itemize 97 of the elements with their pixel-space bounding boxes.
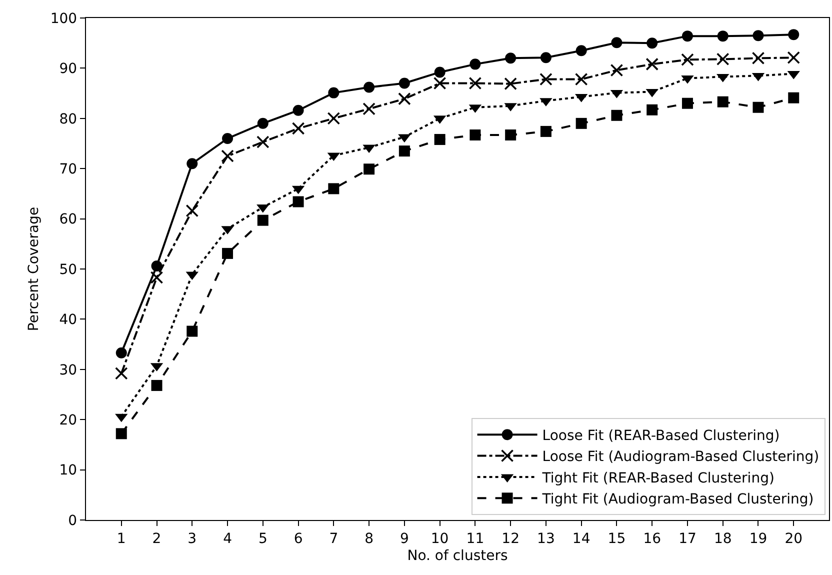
x-tick-label: 17	[678, 530, 696, 547]
point	[540, 126, 552, 137]
point	[292, 122, 305, 135]
y-axis-title: Percent Coverage	[26, 206, 42, 332]
point	[222, 132, 234, 144]
y-tick-label: 50	[59, 262, 78, 278]
point	[364, 164, 375, 175]
point	[186, 326, 198, 337]
point	[222, 248, 234, 259]
x-tick-label: 12	[502, 530, 520, 547]
point	[151, 380, 162, 391]
x-tick-label: 6	[294, 530, 303, 547]
point	[186, 158, 198, 170]
point	[116, 428, 127, 440]
point	[292, 196, 304, 208]
y-tick-label: 60	[59, 212, 78, 228]
point	[327, 112, 340, 125]
point	[505, 52, 516, 64]
y-tick-label: 0	[68, 512, 78, 529]
x-tick-label: 4	[223, 530, 232, 547]
point	[434, 66, 446, 78]
y-tick-label: 90	[59, 61, 78, 78]
point	[328, 87, 340, 98]
y-tick-label: 70	[59, 162, 78, 178]
x-tick-label: 15	[608, 530, 626, 547]
x-tick-label: 13	[537, 530, 555, 547]
point	[752, 52, 765, 65]
x-tick-label: 8	[364, 530, 374, 547]
point	[574, 72, 588, 86]
x-tick-label: 16	[643, 530, 662, 547]
y-tick-label: 10	[59, 462, 78, 479]
point	[116, 347, 127, 358]
point	[717, 30, 728, 42]
legend-label: Tight Fit (Audiogram-Based Clustering)	[541, 492, 814, 508]
point	[504, 77, 517, 90]
point	[752, 30, 764, 42]
point	[398, 146, 410, 157]
x-tick-label: 2	[152, 530, 162, 547]
point	[433, 76, 446, 90]
point	[682, 98, 693, 109]
legend-label: Loose Fit (REAR-Based Clustering)	[542, 428, 780, 444]
y-tick-label: 30	[59, 362, 78, 378]
point	[257, 214, 268, 226]
x-tick-label: 5	[258, 530, 268, 547]
point	[646, 38, 658, 49]
point	[610, 64, 624, 77]
point	[470, 58, 481, 70]
x-tick-label: 7	[329, 530, 338, 547]
point	[717, 96, 728, 108]
point	[646, 104, 658, 116]
point	[540, 72, 552, 86]
y-tick-label: 20	[59, 412, 78, 428]
legend-label: Loose Fit (Audiogram-Based Clustering)	[542, 449, 820, 466]
x-tick-label: 1	[116, 530, 126, 547]
point	[328, 183, 340, 194]
point	[257, 118, 268, 129]
point	[292, 104, 304, 116]
point	[646, 58, 658, 71]
point	[434, 134, 446, 145]
point	[398, 78, 410, 89]
point	[114, 367, 128, 380]
point	[611, 37, 622, 48]
y-tick-label: 40	[59, 312, 78, 328]
point	[150, 271, 164, 284]
point	[505, 129, 516, 140]
x-axis-title: No. of clusters	[407, 548, 508, 564]
point	[576, 45, 587, 56]
legend-label: Tight Fit (REAR-Based Clustering)	[541, 470, 774, 486]
point	[398, 92, 411, 106]
point	[576, 118, 587, 129]
x-tick-label: 9	[400, 530, 409, 547]
point	[752, 102, 764, 113]
point	[362, 102, 376, 116]
x-tick-label: 10	[430, 530, 449, 547]
point	[364, 82, 375, 93]
y-tick-label: 80	[59, 111, 78, 128]
y-tick-label: 100	[50, 10, 78, 27]
point	[787, 51, 800, 64]
x-tick-label: 19	[749, 530, 768, 547]
point	[151, 260, 162, 272]
point	[611, 110, 622, 121]
point	[256, 136, 270, 148]
point	[681, 53, 694, 66]
x-tick-label: 18	[714, 530, 732, 547]
x-tick-label: 11	[466, 530, 484, 547]
point	[788, 92, 800, 104]
point	[468, 76, 482, 90]
point	[470, 129, 481, 140]
point	[788, 29, 800, 40]
point	[682, 30, 693, 42]
x-tick-label: 14	[572, 530, 590, 547]
point	[540, 52, 552, 64]
x-tick-label: 20	[784, 530, 803, 547]
point	[716, 52, 730, 66]
x-tick-label: 3	[188, 530, 197, 547]
point	[186, 204, 199, 218]
point	[221, 150, 234, 162]
